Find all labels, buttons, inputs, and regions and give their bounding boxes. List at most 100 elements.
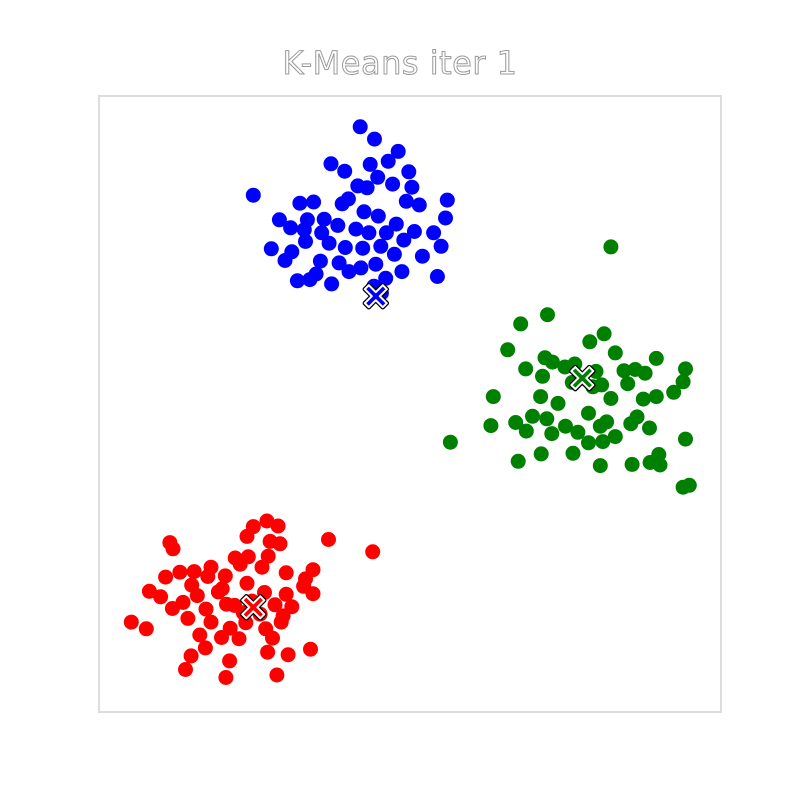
data-point-cluster-1-41	[263, 241, 279, 257]
data-point-cluster-3-41	[164, 601, 180, 616]
data-point-cluster-1-32	[283, 220, 299, 236]
data-point-cluster-2-42	[518, 423, 534, 439]
data-point-cluster-3-25	[200, 569, 216, 584]
data-point-cluster-1-36	[348, 221, 364, 237]
data-point-cluster-3-7	[272, 536, 288, 552]
data-point-cluster-2-8	[607, 345, 623, 361]
data-point-cluster-2-45	[592, 418, 608, 434]
data-point-cluster-3-40	[305, 586, 321, 602]
data-point-cluster-2-50	[565, 445, 581, 461]
data-point-cluster-1-38	[378, 225, 394, 241]
data-point-cluster-1-31	[271, 212, 287, 228]
data-point-cluster-2-25	[533, 389, 549, 405]
data-point-cluster-3-50	[203, 614, 219, 630]
data-point-cluster-1-58	[429, 269, 445, 284]
data-point-cluster-1-59	[289, 273, 305, 289]
data-point-cluster-3-19	[232, 556, 248, 572]
data-point-cluster-1-50	[312, 253, 328, 269]
data-point-cluster-3-43	[219, 596, 234, 612]
data-point-cluster-1-19	[398, 193, 414, 209]
data-point-cluster-1-44	[321, 235, 337, 251]
centroid-marker-cluster-2	[569, 364, 596, 392]
data-point-cluster-3-66	[218, 670, 234, 685]
data-point-cluster-1-57	[378, 270, 394, 286]
data-point-cluster-1-5	[323, 156, 339, 172]
data-point-cluster-1-4	[401, 164, 417, 180]
data-point-cluster-1-46	[355, 240, 371, 256]
data-point-cluster-3-60	[260, 644, 276, 660]
data-point-cluster-3-29	[278, 586, 294, 602]
data-point-cluster-2-37	[581, 405, 596, 421]
data-point-cluster-2-33	[508, 415, 524, 430]
data-point-cluster-1-47	[373, 238, 389, 254]
data-point-cluster-3-34	[189, 588, 205, 604]
data-point-cluster-3-58	[265, 630, 280, 646]
centroids-layer	[240, 282, 596, 621]
data-point-cluster-1-61	[324, 276, 340, 292]
data-point-cluster-1-33	[296, 222, 312, 238]
data-point-cluster-2-31	[648, 389, 664, 405]
data-point-cluster-2-46	[607, 429, 623, 445]
data-point-cluster-3-54	[273, 614, 289, 630]
data-point-cluster-3-10	[365, 544, 381, 560]
data-point-cluster-2-53	[624, 456, 640, 472]
data-point-cluster-1-45	[337, 240, 353, 255]
data-point-cluster-3-13	[260, 548, 276, 564]
centroid-marker-cluster-1	[362, 282, 390, 310]
data-point-cluster-1-20	[245, 187, 261, 203]
data-point-cluster-3-21	[278, 565, 294, 581]
data-point-cluster-3-62	[303, 641, 318, 657]
data-point-cluster-2-4	[596, 326, 612, 342]
data-point-cluster-2-47	[629, 409, 645, 425]
data-point-cluster-2-56	[592, 458, 608, 474]
data-point-cluster-1-10	[404, 179, 420, 195]
data-point-cluster-2-15	[616, 363, 632, 379]
data-point-cluster-2-55	[510, 453, 526, 469]
data-point-cluster-1-60	[302, 272, 318, 288]
data-point-cluster-1-26	[370, 208, 386, 224]
data-point-cluster-3-15	[172, 564, 188, 580]
data-point-cluster-2-17	[675, 374, 691, 390]
data-point-cluster-1-18	[385, 176, 401, 192]
data-point-cluster-3-65	[178, 662, 193, 677]
data-point-cluster-1-1	[352, 119, 368, 135]
data-point-cluster-2-3	[513, 316, 529, 332]
data-point-cluster-1-2	[367, 131, 382, 147]
data-point-cluster-1-8	[380, 153, 396, 169]
data-point-cluster-3-57	[231, 631, 247, 647]
data-point-cluster-1-39	[396, 232, 412, 248]
data-point-cluster-2-19	[535, 368, 550, 384]
data-point-cluster-3-64	[222, 653, 238, 669]
data-point-cluster-2-11	[518, 361, 534, 377]
data-point-cluster-1-48	[386, 246, 402, 262]
data-point-cluster-2-59	[681, 477, 697, 493]
data-point-cluster-3-55	[192, 627, 208, 643]
data-point-cluster-3-1	[259, 513, 275, 529]
data-point-cluster-3-2	[270, 518, 286, 534]
data-point-cluster-1-27	[388, 216, 404, 232]
data-point-cluster-2-32	[483, 418, 499, 434]
data-point-cluster-3-52	[238, 615, 254, 631]
data-point-cluster-3-31	[141, 583, 157, 599]
data-point-cluster-2-30	[635, 391, 651, 407]
data-point-cluster-2-60	[642, 455, 658, 470]
data-point-cluster-1-40	[414, 248, 430, 264]
chart-title: K-Means iter 1	[282, 44, 518, 83]
data-point-cluster-1-6	[337, 163, 353, 179]
data-point-cluster-3-9	[165, 541, 181, 557]
data-point-cluster-2-29	[603, 391, 619, 406]
data-point-cluster-3-16	[186, 564, 202, 580]
data-point-cluster-3-63	[183, 648, 199, 664]
data-point-cluster-3-4	[321, 532, 336, 547]
data-point-cluster-3-49	[180, 610, 196, 626]
data-point-cluster-3-32	[153, 589, 169, 605]
data-point-cluster-2-2	[540, 307, 555, 323]
centroid-marker-cluster-3	[240, 594, 267, 621]
data-point-cluster-1-54	[394, 264, 410, 280]
data-point-cluster-1-28	[406, 224, 422, 239]
data-point-cluster-1-29	[426, 225, 442, 241]
data-point-cluster-2-49	[533, 446, 549, 462]
data-point-cluster-2-40	[642, 420, 657, 436]
data-point-cluster-2-36	[558, 418, 573, 434]
data-point-cluster-2-44	[570, 424, 586, 440]
